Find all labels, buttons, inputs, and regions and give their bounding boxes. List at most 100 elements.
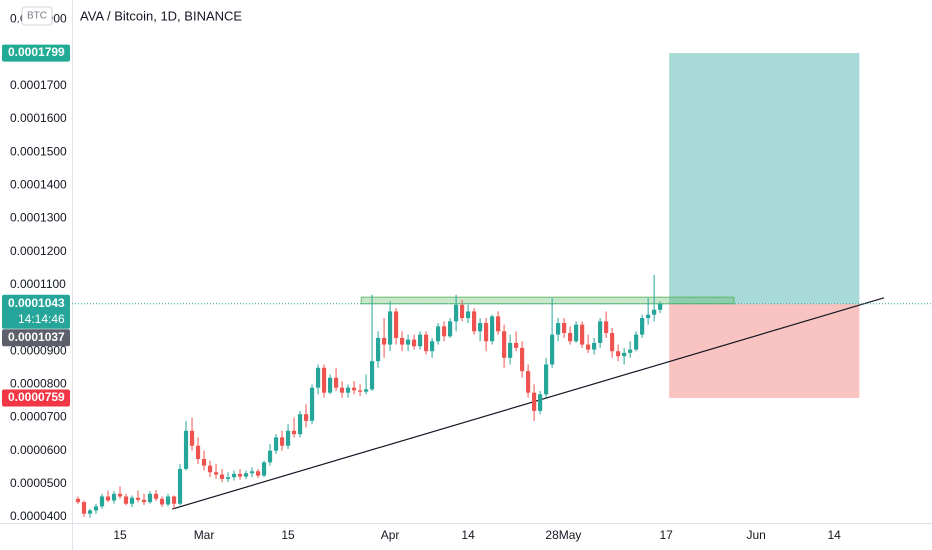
candle-body <box>357 390 363 392</box>
y-tick-label: 0.0000400 <box>10 509 67 523</box>
candle-body <box>604 321 609 333</box>
candle-body <box>393 311 399 338</box>
candle-body <box>345 387 351 393</box>
trendline <box>172 297 885 510</box>
candle-body <box>87 510 93 514</box>
candle-body <box>387 311 393 345</box>
candle-body <box>610 332 615 352</box>
candle-body <box>483 323 489 342</box>
candle-body <box>502 331 507 358</box>
x-tick-label: Mar <box>194 528 215 542</box>
candle-body <box>129 497 135 504</box>
countdown-label: 14:14:46 <box>18 312 65 326</box>
candle-body <box>285 430 291 446</box>
y-tick-label: 0.0000500 <box>10 476 67 490</box>
candle-body <box>291 430 297 435</box>
stop-tag-label: 0.0000759 <box>8 390 65 404</box>
candle-body <box>471 311 477 332</box>
candle-body <box>327 377 333 393</box>
candle-body <box>339 387 345 393</box>
x-tick-label: Jun <box>746 528 765 542</box>
y-tick-label: 0.0000600 <box>10 443 67 457</box>
candle-body <box>459 304 465 319</box>
candle-body <box>99 496 105 507</box>
candle-body <box>189 430 195 446</box>
candle-body <box>81 502 87 514</box>
candle-body <box>562 323 567 333</box>
candle-body <box>574 324 579 342</box>
candle-body <box>405 339 411 345</box>
candle-body <box>141 499 147 503</box>
candle-body <box>93 506 99 511</box>
candle-body <box>634 334 639 350</box>
candle-body <box>550 334 555 365</box>
candle-body <box>423 334 429 352</box>
currency-badge <box>21 6 53 26</box>
candle-body <box>183 430 189 469</box>
x-tick-label: 14 <box>827 528 841 542</box>
candle-body <box>177 468 183 504</box>
candle-body <box>213 472 219 475</box>
candle-body <box>598 321 603 343</box>
loss-zone <box>669 303 860 398</box>
candle-body <box>381 337 387 345</box>
y-tick-label: 0.0001200 <box>10 244 67 258</box>
candle-body <box>165 496 171 505</box>
candle-body <box>477 323 483 332</box>
candle-body <box>441 326 447 337</box>
stop-tag <box>2 389 70 407</box>
chart-title: AVA / Bitcoin, 1D, BINANCE <box>80 8 242 23</box>
candle-body <box>399 337 405 345</box>
y-tick-label: 0.0001700 <box>10 78 67 92</box>
candle-body <box>580 324 585 345</box>
candle-body <box>219 474 225 479</box>
candle-body <box>508 342 513 358</box>
candle-body <box>628 349 633 353</box>
y-tick-label: 0.0001100 <box>10 277 66 291</box>
candle-body <box>375 337 381 362</box>
currency-label: BTC <box>27 11 47 22</box>
candle-body <box>225 477 231 479</box>
target-tag-label: 0.0001799 <box>8 45 65 59</box>
candle-body <box>411 339 417 347</box>
candle-body <box>207 465 213 473</box>
candle-body <box>231 473 237 478</box>
y-tick-label: 0.0000700 <box>10 410 67 424</box>
candle-body <box>532 392 537 411</box>
candle-body <box>201 458 207 466</box>
marker-price-tag <box>2 329 70 347</box>
candle-body <box>351 387 357 391</box>
candle-body <box>147 493 153 503</box>
y-tick-label: 0.0001600 <box>10 111 67 125</box>
candle-body <box>123 496 129 504</box>
candle-body <box>646 314 651 319</box>
candle-body <box>279 437 285 446</box>
x-tick-label: 14 <box>461 528 475 542</box>
candle-body <box>526 371 531 393</box>
candle-body <box>435 326 441 342</box>
price-tags: 0.00017990.000104314:14:460.00010370.000… <box>2 44 70 407</box>
candle-body <box>453 304 459 322</box>
plot-area <box>72 53 932 518</box>
x-tick-label: 28 <box>545 528 559 542</box>
candle-body <box>520 347 525 372</box>
candle-body <box>489 316 495 342</box>
candle-body <box>616 351 621 357</box>
y-tick-label: 0.0000900 <box>10 343 67 357</box>
candle-body <box>622 352 627 357</box>
candle-body <box>538 394 543 411</box>
x-tick-label: 17 <box>659 528 673 542</box>
candle-body <box>237 473 243 477</box>
target-tag <box>2 44 70 62</box>
candle-body <box>153 493 159 499</box>
candle-body <box>75 498 81 503</box>
y-tick-label: 0.0001500 <box>10 144 67 158</box>
y-tick-label: 0.0001300 <box>10 211 67 225</box>
candle-body <box>514 342 519 348</box>
candle-body <box>447 321 453 337</box>
candle-body <box>544 364 549 395</box>
last-price-tag <box>2 294 70 329</box>
